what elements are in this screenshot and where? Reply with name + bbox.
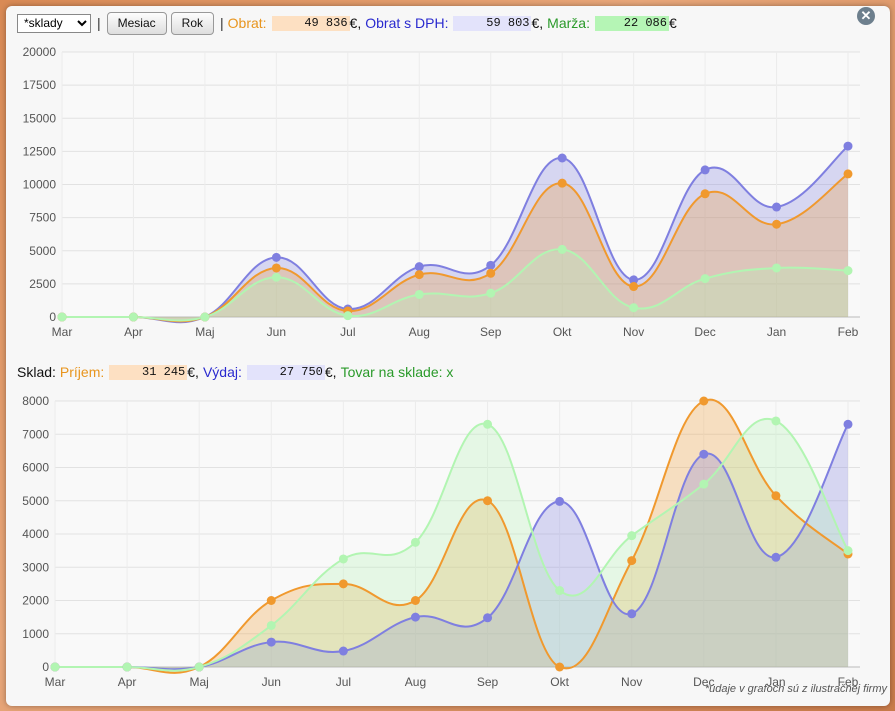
sklad-label: Sklad: — [17, 364, 56, 380]
prijem-value: 31 245 — [109, 364, 188, 380]
revenue-point[interactable] — [128, 312, 138, 322]
revenue-point[interactable] — [557, 244, 567, 254]
footnote: *údaje v grafoch sú z ilustračnej firmy — [704, 683, 887, 695]
revenue-point[interactable] — [700, 274, 710, 284]
revenue-y-tick-label: 20000 — [23, 45, 57, 59]
prijem-label: Príjem: — [59, 364, 105, 380]
prijem-currency: €, — [187, 364, 199, 380]
revenue-point[interactable] — [772, 202, 782, 212]
revenue-x-tick-label: Jul — [340, 325, 355, 339]
revenue-point[interactable] — [557, 153, 567, 163]
vydaj-currency: €, — [324, 364, 337, 380]
revenue-x-tick-label: Sep — [480, 325, 502, 339]
revenue-point[interactable] — [629, 303, 639, 313]
obrat-label: Obrat: — [227, 15, 267, 31]
close-icon[interactable]: ✕ — [857, 7, 875, 25]
marza-label: Marža: — [547, 15, 590, 31]
month-button[interactable]: Mesiac — [106, 11, 167, 35]
year-button[interactable]: Rok — [170, 11, 214, 35]
revenue-point[interactable] — [843, 266, 853, 276]
revenue-x-tick-label: Feb — [838, 325, 859, 339]
obrat-value: 49 836 — [271, 15, 350, 31]
revenue-point[interactable] — [486, 288, 496, 298]
revenue-point[interactable] — [486, 268, 496, 278]
revenue-point[interactable] — [629, 282, 639, 292]
revenue-y-tick-label: 17500 — [23, 78, 57, 92]
revenue-point[interactable] — [486, 260, 496, 270]
revenue-point[interactable] — [557, 178, 567, 188]
revenue-x-tick-label: Apr — [124, 325, 143, 339]
revenue-point[interactable] — [343, 311, 353, 321]
revenue-y-tick-label: 0 — [49, 310, 56, 324]
revenue-x-tick-label: Dec — [694, 325, 715, 339]
revenue-y-tick-label: 15000 — [23, 111, 57, 125]
vydaj-label: Výdaj: — [202, 364, 242, 380]
revenue-x-tick-label: Okt — [553, 325, 572, 339]
toolbar: *sklady | Mesiac Rok | Obrat: 49 836 €, O… — [17, 11, 677, 35]
revenue-point[interactable] — [414, 262, 424, 272]
revenue-point[interactable] — [414, 289, 424, 299]
revenue-point[interactable] — [200, 312, 210, 322]
revenue-point[interactable] — [271, 252, 281, 262]
revenue-area-0 — [62, 146, 848, 323]
separator: | — [220, 15, 224, 31]
revenue-point[interactable] — [843, 169, 853, 179]
revenue-x-tick-label: Mar — [52, 325, 73, 339]
revenue-x-tick-label: Aug — [409, 325, 430, 339]
obrat-dph-currency: €, — [531, 15, 544, 31]
revenue-x-tick-label: Maj — [195, 325, 214, 339]
marza-value: 22 086 — [594, 15, 669, 31]
tovar-label: Tovar na sklade: x — [340, 364, 454, 380]
revenue-point[interactable] — [772, 263, 782, 273]
revenue-point[interactable] — [414, 270, 424, 280]
revenue-area-1 — [62, 173, 848, 322]
revenue-point[interactable] — [271, 263, 281, 273]
revenue-y-tick-label: 10000 — [23, 178, 57, 192]
revenue-y-tick-label: 5000 — [29, 244, 56, 258]
revenue-point[interactable] — [772, 219, 782, 229]
revenue-point[interactable] — [700, 189, 710, 199]
revenue-x-tick-label: Jan — [767, 325, 786, 339]
sklad-summary: Sklad: Príjem: 31 245 €, Výdaj: 27 750 €, … — [17, 361, 453, 383]
revenue-point[interactable] — [843, 141, 853, 151]
obrat-dph-value: 59 803 — [453, 15, 532, 31]
warehouse-select[interactable]: *sklady — [17, 13, 91, 33]
revenue-x-tick-label: Jun — [267, 325, 286, 339]
revenue-point[interactable] — [57, 312, 67, 322]
marza-currency: € — [668, 15, 677, 31]
revenue-point[interactable] — [271, 272, 281, 282]
revenue-y-tick-label: 2500 — [29, 277, 56, 291]
revenue-x-tick-label: Nov — [623, 325, 644, 339]
separator: | — [97, 15, 101, 31]
vydaj-value: 27 750 — [246, 364, 325, 380]
obrat-dph-label: Obrat s DPH: — [365, 15, 449, 31]
obrat-currency: €, — [349, 15, 362, 31]
revenue-point[interactable] — [700, 165, 710, 175]
revenue-point[interactable] — [629, 275, 639, 285]
revenue-y-tick-label: 7500 — [29, 211, 56, 225]
revenue-area-2 — [62, 249, 848, 321]
revenue-y-tick-label: 12500 — [23, 144, 57, 158]
